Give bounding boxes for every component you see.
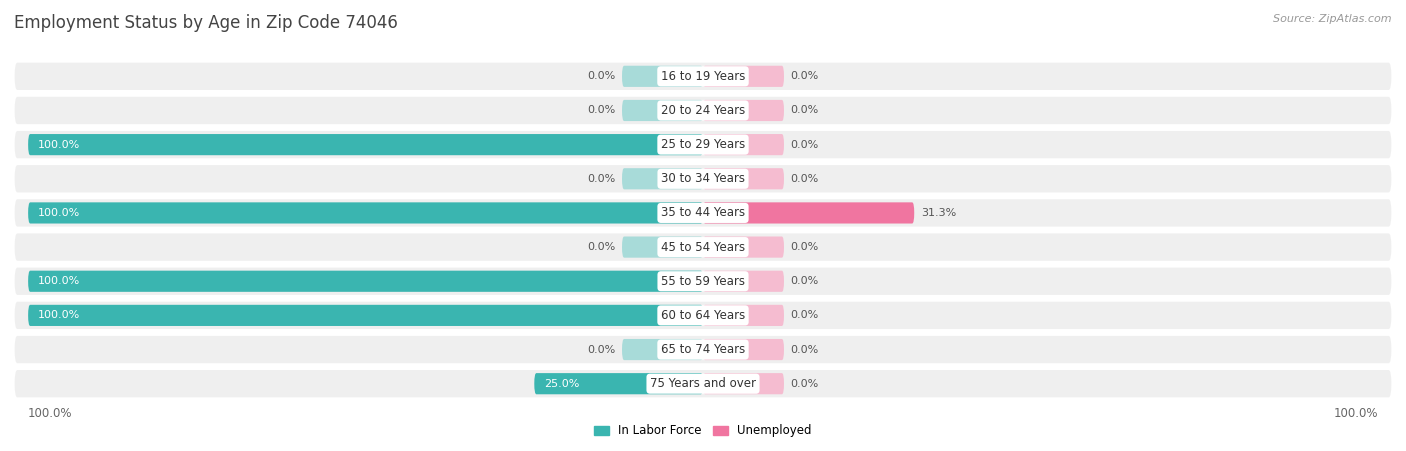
Text: 0.0%: 0.0% xyxy=(790,106,818,115)
FancyBboxPatch shape xyxy=(14,234,1392,261)
FancyBboxPatch shape xyxy=(703,134,785,155)
Text: 0.0%: 0.0% xyxy=(790,310,818,320)
Text: 55 to 59 Years: 55 to 59 Years xyxy=(661,275,745,288)
Text: 100.0%: 100.0% xyxy=(28,407,73,420)
Text: 20 to 24 Years: 20 to 24 Years xyxy=(661,104,745,117)
FancyBboxPatch shape xyxy=(621,339,703,360)
FancyBboxPatch shape xyxy=(14,267,1392,295)
FancyBboxPatch shape xyxy=(14,302,1392,329)
FancyBboxPatch shape xyxy=(621,168,703,189)
FancyBboxPatch shape xyxy=(14,165,1392,193)
Text: Employment Status by Age in Zip Code 74046: Employment Status by Age in Zip Code 740… xyxy=(14,14,398,32)
FancyBboxPatch shape xyxy=(28,134,703,155)
Text: 60 to 64 Years: 60 to 64 Years xyxy=(661,309,745,322)
Text: 0.0%: 0.0% xyxy=(790,242,818,252)
Text: 0.0%: 0.0% xyxy=(588,174,616,184)
Text: 100.0%: 100.0% xyxy=(38,140,80,150)
FancyBboxPatch shape xyxy=(14,199,1392,226)
Text: 30 to 34 Years: 30 to 34 Years xyxy=(661,172,745,185)
Text: 0.0%: 0.0% xyxy=(790,71,818,81)
Text: 16 to 19 Years: 16 to 19 Years xyxy=(661,70,745,83)
Text: 100.0%: 100.0% xyxy=(38,276,80,286)
FancyBboxPatch shape xyxy=(14,97,1392,124)
Text: 31.3%: 31.3% xyxy=(921,208,956,218)
Text: 0.0%: 0.0% xyxy=(588,242,616,252)
Text: 0.0%: 0.0% xyxy=(790,140,818,150)
FancyBboxPatch shape xyxy=(14,336,1392,363)
Text: 100.0%: 100.0% xyxy=(1333,407,1378,420)
FancyBboxPatch shape xyxy=(703,373,785,394)
FancyBboxPatch shape xyxy=(621,66,703,87)
FancyBboxPatch shape xyxy=(703,202,914,224)
Text: 0.0%: 0.0% xyxy=(588,71,616,81)
Text: 0.0%: 0.0% xyxy=(790,379,818,389)
Text: 25.0%: 25.0% xyxy=(544,379,579,389)
FancyBboxPatch shape xyxy=(534,373,703,394)
FancyBboxPatch shape xyxy=(703,236,785,258)
FancyBboxPatch shape xyxy=(703,100,785,121)
Legend: In Labor Force, Unemployed: In Labor Force, Unemployed xyxy=(589,420,817,442)
Text: 65 to 74 Years: 65 to 74 Years xyxy=(661,343,745,356)
FancyBboxPatch shape xyxy=(14,131,1392,158)
Text: 100.0%: 100.0% xyxy=(38,208,80,218)
Text: 35 to 44 Years: 35 to 44 Years xyxy=(661,207,745,220)
FancyBboxPatch shape xyxy=(703,168,785,189)
Text: 0.0%: 0.0% xyxy=(790,345,818,354)
FancyBboxPatch shape xyxy=(28,271,703,292)
FancyBboxPatch shape xyxy=(703,271,785,292)
FancyBboxPatch shape xyxy=(703,66,785,87)
Text: 0.0%: 0.0% xyxy=(790,276,818,286)
FancyBboxPatch shape xyxy=(28,202,703,224)
FancyBboxPatch shape xyxy=(621,100,703,121)
FancyBboxPatch shape xyxy=(621,236,703,258)
Text: 0.0%: 0.0% xyxy=(588,345,616,354)
Text: Source: ZipAtlas.com: Source: ZipAtlas.com xyxy=(1274,14,1392,23)
Text: 75 Years and over: 75 Years and over xyxy=(650,377,756,390)
FancyBboxPatch shape xyxy=(14,63,1392,90)
Text: 0.0%: 0.0% xyxy=(588,106,616,115)
FancyBboxPatch shape xyxy=(28,305,703,326)
Text: 45 to 54 Years: 45 to 54 Years xyxy=(661,240,745,253)
FancyBboxPatch shape xyxy=(14,370,1392,397)
Text: 25 to 29 Years: 25 to 29 Years xyxy=(661,138,745,151)
Text: 0.0%: 0.0% xyxy=(790,174,818,184)
Text: 100.0%: 100.0% xyxy=(38,310,80,320)
FancyBboxPatch shape xyxy=(703,339,785,360)
FancyBboxPatch shape xyxy=(703,305,785,326)
